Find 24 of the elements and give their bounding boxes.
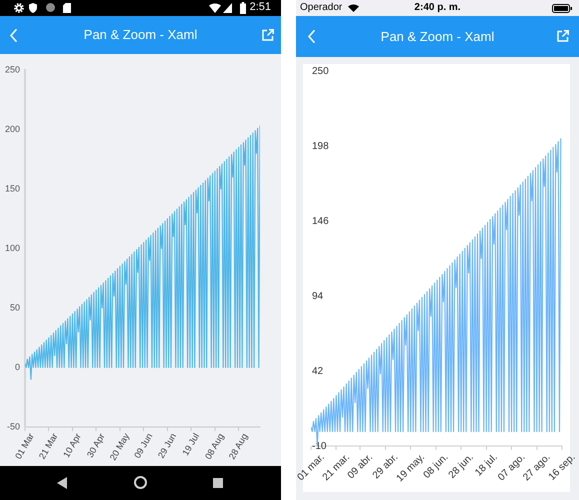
text: Operador: [300, 2, 342, 14]
y-tick-label: 198: [312, 140, 330, 152]
y-tick-label: 50: [10, 302, 20, 312]
text: 2:51: [250, 1, 271, 13]
y-tick-label: 146: [312, 216, 330, 227]
x-tick-label: 29 Jun: [156, 431, 178, 460]
y-tick-label: 250: [4, 64, 20, 74]
x-tick-label: 09 Jun: [132, 431, 154, 460]
y-tick-label: 0: [14, 362, 20, 372]
y-tick-label: -10: [312, 440, 327, 452]
x-tick-label: 19 Jul: [180, 431, 202, 458]
x-tick-label: 28 jun.: [446, 452, 476, 481]
y-tick-label: 150: [4, 183, 20, 194]
text: 2:40 p. m.: [414, 2, 461, 14]
y-tick-label: 100: [4, 242, 20, 253]
y-tick-label: 250: [312, 66, 330, 77]
y-tick-label: 42: [312, 366, 324, 377]
chart-title: Pan & Zoom - Xaml: [84, 27, 198, 43]
y-tick-label: 94: [312, 290, 324, 302]
y-tick-label: -50: [6, 421, 20, 432]
x-tick-label: 30 Apr: [84, 432, 107, 460]
chart-title: Pan & Zoom - Xaml: [380, 28, 494, 44]
x-tick-label: 10 Apr: [61, 432, 83, 460]
y-tick-label: 200: [4, 124, 20, 134]
